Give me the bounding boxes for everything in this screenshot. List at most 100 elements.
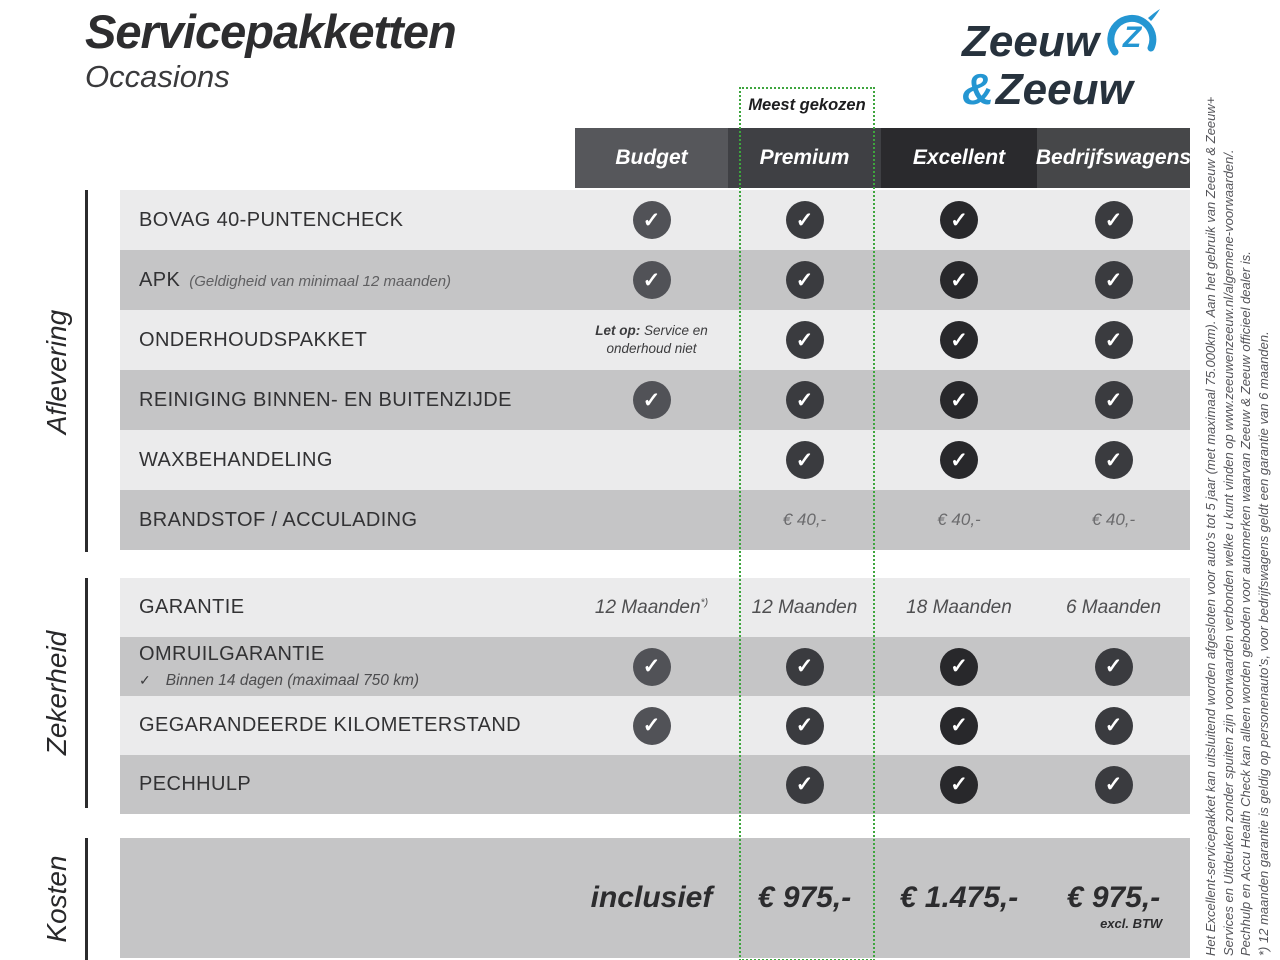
- check-glyph: ✓: [795, 655, 814, 678]
- row-cells: ✓ ✓ ✓: [575, 755, 1190, 814]
- cell-text: € 40,-: [1091, 510, 1136, 529]
- cell-excellent: ✓: [881, 755, 1037, 814]
- cell-premium: ✓: [728, 430, 881, 490]
- cell-premium: ✓: [728, 370, 881, 430]
- row-cells: 12 Maanden*) 12 Maanden 18 Maanden 6 Maande…: [575, 578, 1190, 637]
- row-label: GEGARANDEERDE KILOMETERSTAND: [120, 715, 575, 736]
- section-kosten: inclusief € 975,- € 1.475,- € 975,- excl. BT…: [120, 838, 1190, 958]
- cell-excellent: 18 Maanden: [881, 578, 1037, 637]
- section-label-kosten: Kosten: [41, 855, 72, 943]
- z-swoosh-icon: Z: [1105, 8, 1161, 68]
- page-subtitle: Occasions: [85, 58, 230, 94]
- column-header-budget: Budget: [575, 128, 728, 188]
- check-glyph: ✓: [642, 208, 661, 232]
- check-glyph: ✓: [795, 448, 814, 472]
- cell-bedrijfswagens: 6 Maanden: [1037, 578, 1190, 637]
- cell-bedrijfswagens: ✓: [1037, 190, 1190, 250]
- check-icon: ✓: [940, 321, 978, 359]
- check-icon: ✓: [940, 201, 978, 239]
- cell-bedrijfswagens: ✓: [1037, 310, 1190, 370]
- check-glyph: ✓: [642, 655, 661, 678]
- check-icon: ✓: [940, 647, 978, 686]
- cell-budget: [575, 430, 728, 490]
- check-glyph: ✓: [1104, 388, 1123, 412]
- cell-excellent: ✓: [881, 250, 1037, 310]
- row-label-text: ONDERHOUDSPAKKET: [139, 328, 368, 351]
- row-label: APK (Geldigheid van minimaal 12 maanden): [120, 268, 575, 291]
- check-glyph: ✓: [950, 714, 968, 737]
- check-glyph: ✓: [950, 208, 968, 232]
- comparison-table: BOVAG 40-PUNTENCHECK ✓ ✓ ✓ ✓ APK (Geldigheid v…: [120, 190, 1190, 958]
- cell-premium: ✓: [728, 755, 881, 814]
- table-row-brandstof-acculading: BRANDSTOF / ACCULADING € 40,- € 40,- € 40,-: [120, 490, 1190, 550]
- check-icon: ✓: [785, 261, 824, 299]
- cell-premium: € 40,-: [728, 490, 881, 550]
- cell-premium: ✓: [728, 310, 881, 370]
- row-sub-note-text: Binnen 14 dagen (maximaal 750 km): [165, 671, 420, 689]
- row-label-text: APK: [139, 268, 181, 291]
- check-glyph: ✓: [795, 268, 814, 292]
- cell-bedrijfswagens: ✓: [1037, 430, 1190, 490]
- check-icon: ✓: [632, 261, 671, 299]
- logo-word2: Zeeuw: [995, 65, 1133, 115]
- check-icon: ✓: [785, 381, 824, 419]
- cell-bedrijfswagens: ✓: [1037, 755, 1190, 814]
- table-row-garantie: GARANTIE 12 Maanden*) 12 Maanden 18 Maanden…: [120, 578, 1190, 637]
- cell-premium: 12 Maanden: [728, 578, 881, 637]
- check-icon: ✓: [785, 647, 824, 686]
- check-glyph: ✓: [795, 714, 814, 737]
- page-title: Servicepakketten: [85, 5, 457, 58]
- logo-word-top: Zeeuw Z: [962, 9, 1161, 72]
- cell-budget: Let op: Service en onderhoud niet: [575, 310, 728, 370]
- row-cells: ✓ ✓ ✓ ✓: [575, 250, 1190, 310]
- cell-text: 12 Maanden*): [594, 596, 709, 618]
- cell-excellent: € 40,-: [881, 490, 1037, 550]
- cell-premium: € 975,-: [728, 838, 881, 958]
- check-glyph: ✓: [950, 448, 968, 472]
- row-label: REINIGING BINNEN- EN BUITENZIJDE: [120, 389, 575, 411]
- cell-budget: ✓: [575, 190, 728, 250]
- check-glyph: ✓: [795, 328, 814, 352]
- cell-excellent: ✓: [881, 430, 1037, 490]
- section-rail-line-kosten: [85, 838, 88, 960]
- row-label-text: WAXBEHANDELING: [139, 448, 333, 471]
- cell-budget: 12 Maanden*): [575, 578, 728, 637]
- check-icon: ✓: [1094, 381, 1133, 419]
- row-label: WAXBEHANDELING: [120, 448, 575, 471]
- logo-word-bottom: & Zeeuw: [962, 65, 1161, 115]
- row-label: BOVAG 40-PUNTENCHECK: [120, 209, 575, 231]
- row-inline-note: (Geldigheid van minimaal 12 maanden): [189, 272, 452, 290]
- check-glyph: ✓: [1104, 714, 1123, 737]
- cell-premium: ✓: [728, 190, 881, 250]
- cell-budget: ✓: [575, 250, 728, 310]
- cell-text: 12 Maanden: [751, 596, 858, 618]
- check-icon: ✓: [785, 706, 824, 745]
- check-icon: ✓: [785, 201, 824, 239]
- section-aflevering: BOVAG 40-PUNTENCHECK ✓ ✓ ✓ ✓ APK (Geldigheid v…: [120, 190, 1190, 550]
- price-value: inclusief: [590, 881, 713, 914]
- check-icon: ✓: [940, 765, 978, 804]
- warning-note-bold: Let op:: [595, 323, 641, 339]
- row-label-text: PECHHULP: [139, 773, 252, 795]
- footnote-line: Services en Uitdeuken zonder spuiten zij…: [1220, 149, 1236, 956]
- check-icon: ✓: [785, 765, 824, 804]
- table-row-pechhulp: PECHHULP ✓ ✓ ✓: [120, 755, 1190, 814]
- row-label: ONDERHOUDSPAKKET: [120, 328, 575, 351]
- brand-logo: Zeeuw Z & Zeeuw: [962, 9, 1161, 115]
- column-header-bedrijfswagens: Bedrijfswagens: [1036, 128, 1191, 188]
- table-row-waxbehandeling: WAXBEHANDELING ✓ ✓ ✓: [120, 430, 1190, 490]
- check-icon: ✓: [632, 381, 671, 419]
- check-glyph: ✓: [1104, 208, 1123, 232]
- row-cells: ✓ ✓ ✓ ✓: [575, 637, 1190, 696]
- warning-note: Let op: Service en onderhoud niet: [582, 322, 722, 357]
- table-row-gegarandeerde-kilometerstand: GEGARANDEERDE KILOMETERSTAND ✓ ✓ ✓ ✓: [120, 696, 1190, 755]
- cell-bedrijfswagens: € 975,- excl. BTW: [1037, 838, 1190, 958]
- check-icon: ✓: [632, 201, 671, 239]
- check-glyph: ✓: [795, 388, 814, 412]
- cell-excellent: € 1.475,-: [881, 838, 1037, 958]
- cell-excellent: ✓: [881, 637, 1037, 696]
- row-cells: ✓ ✓ ✓ ✓: [575, 696, 1190, 755]
- check-icon: ✓: [1094, 765, 1133, 804]
- price-value: € 1.475,-: [899, 881, 1019, 914]
- check-glyph: ✓: [642, 388, 661, 412]
